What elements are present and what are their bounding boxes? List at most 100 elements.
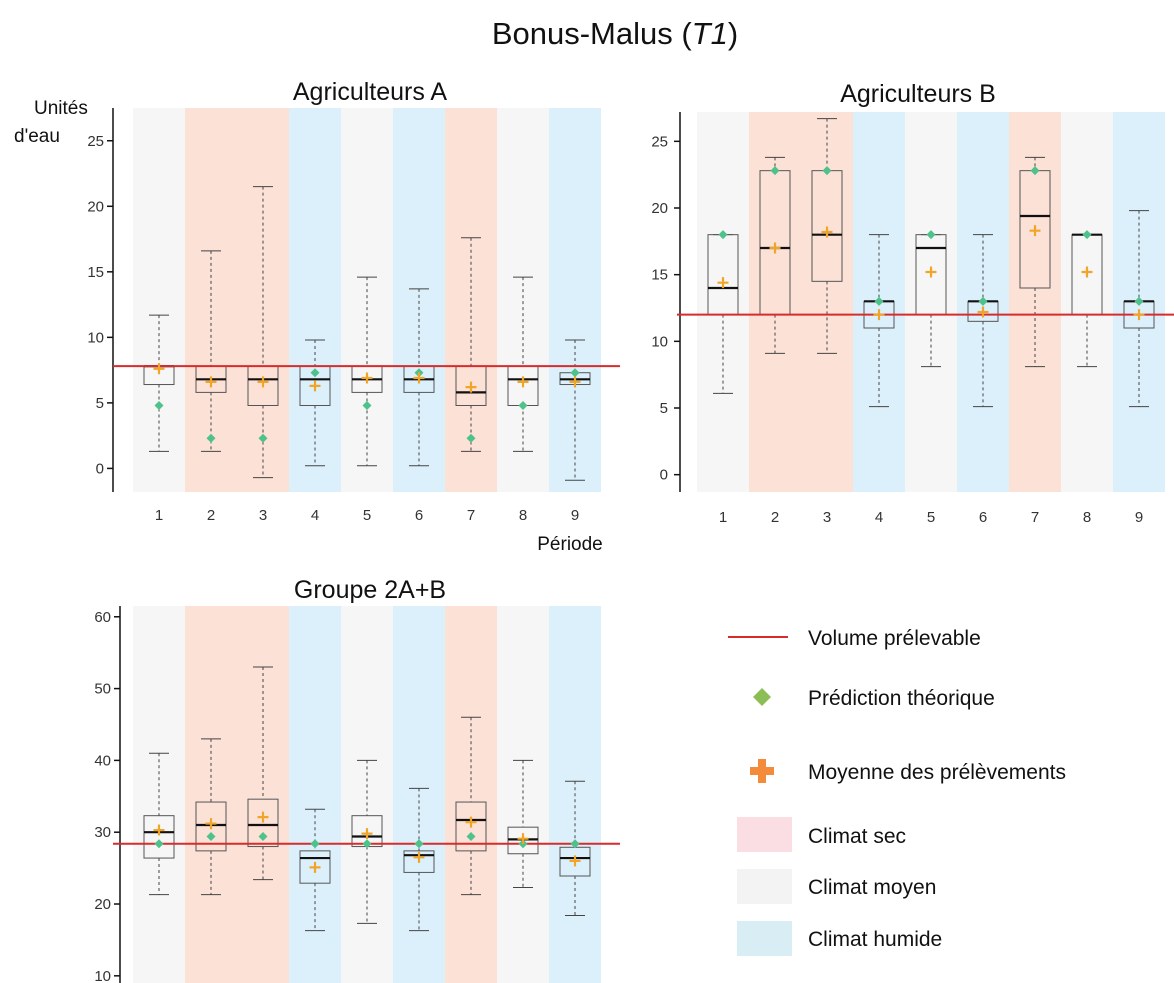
prediction-marker — [570, 368, 580, 378]
climate-band-mean — [697, 112, 749, 492]
mean-marker — [153, 824, 165, 836]
x-tick-label: 5 — [927, 509, 935, 526]
mean-marker — [1029, 225, 1041, 237]
y-tick-label: 20 — [87, 198, 104, 215]
box-iqr — [455, 801, 487, 852]
panel-title-group: Groupe 2A+B — [294, 576, 446, 604]
x-tick-label: 1 — [719, 509, 727, 526]
prediction-marker — [1030, 166, 1040, 176]
y-tick-label: 20 — [94, 896, 111, 913]
prediction-marker — [362, 839, 372, 849]
mean-marker — [361, 372, 373, 384]
prediction-marker — [154, 401, 164, 411]
prediction-marker — [770, 166, 780, 176]
y-tick-label: 25 — [651, 133, 668, 150]
climate-band-wet — [289, 108, 341, 492]
climate-band-mean — [341, 606, 393, 983]
mean-marker — [517, 376, 529, 388]
prediction-marker — [414, 839, 424, 849]
panel-agriculteurs-a: 0 5 10 15 20 25 1 2 3 4 5 6 7 8 9 — [87, 108, 620, 524]
prediction-marker — [926, 230, 936, 240]
panel-groupe-2a-b: 10 20 30 40 50 60 — [94, 606, 620, 983]
mean-marker — [413, 372, 425, 384]
mean-marker — [465, 816, 477, 828]
panel-title-b: Agriculteurs B — [840, 80, 996, 108]
prediction-marker — [822, 166, 832, 176]
panel-agriculteurs-b: 0 5 10 15 20 25 1 2 3 4 5 6 7 8 9 — [651, 112, 1174, 526]
prediction-marker — [258, 433, 268, 443]
x-tick-label: 8 — [519, 507, 527, 524]
y-tick-label: 50 — [94, 681, 111, 698]
mean-marker — [361, 828, 373, 840]
climate-band-dry — [445, 606, 497, 983]
prediction-marker — [466, 832, 476, 842]
mean-marker — [309, 380, 321, 392]
x-tick-label: 9 — [571, 507, 579, 524]
climate-band-mean — [1061, 112, 1113, 492]
legend-volume-label: Volume prélevable — [808, 627, 981, 650]
x-tick-label: 6 — [979, 509, 987, 526]
box-iqr — [195, 801, 227, 852]
climate-band-mean — [341, 108, 393, 492]
x-tick-label: 3 — [823, 509, 831, 526]
mean-marker — [717, 277, 729, 289]
prediction-marker — [362, 401, 372, 411]
climate-band-dry — [237, 108, 289, 492]
mean-marker — [769, 242, 781, 254]
x-tick-label: 7 — [1031, 509, 1039, 526]
legend-average-label: Climat moyen — [808, 876, 936, 899]
prediction-marker — [310, 839, 320, 849]
box-iqr — [247, 798, 279, 848]
x-tick-label: 3 — [259, 507, 267, 524]
box-iqr — [299, 850, 331, 884]
x-tick-label: 7 — [467, 507, 475, 524]
climate-band-mean — [133, 606, 185, 983]
legend-diamond-icon — [753, 688, 771, 706]
mean-marker — [1081, 266, 1093, 278]
box-iqr — [403, 850, 435, 873]
prediction-marker — [466, 433, 476, 443]
prediction-marker — [518, 401, 528, 411]
mean-marker — [569, 855, 581, 867]
mean-marker — [925, 266, 937, 278]
climate-band-mean — [905, 112, 957, 492]
mean-marker — [257, 811, 269, 823]
y-tick-label: 15 — [87, 264, 104, 281]
x-axis-label: Période — [537, 534, 603, 555]
climate-band-wet — [393, 108, 445, 492]
prediction-marker — [1082, 230, 1092, 240]
mean-marker — [569, 376, 581, 388]
legend-plus-icon — [750, 759, 774, 783]
mean-marker — [465, 381, 477, 393]
legend-dry-swatch — [737, 817, 792, 852]
y-tick-label: 5 — [660, 400, 668, 417]
prediction-marker — [310, 368, 320, 378]
climate-band-mean — [497, 606, 549, 983]
mean-marker — [205, 376, 217, 388]
climate-band-dry — [749, 112, 801, 492]
mean-marker — [413, 851, 425, 863]
x-tick-label: 2 — [771, 509, 779, 526]
y-axis-label-line1: Unités — [34, 98, 88, 119]
y-tick-label: 10 — [94, 968, 111, 983]
y-tick-label: 10 — [651, 333, 668, 350]
prediction-marker — [570, 839, 580, 849]
mean-marker — [153, 363, 165, 375]
box-iqr — [143, 815, 175, 859]
x-tick-label: 1 — [155, 507, 163, 524]
legend-wet-swatch — [737, 921, 792, 956]
y-tick-label: 15 — [651, 267, 668, 284]
x-tick-label: 5 — [363, 507, 371, 524]
x-tick-label: 8 — [1083, 509, 1091, 526]
x-tick-label: 9 — [1135, 509, 1143, 526]
mean-marker — [821, 226, 833, 238]
mean-marker — [309, 861, 321, 873]
mean-marker — [873, 309, 885, 321]
x-tick-label: 6 — [415, 507, 423, 524]
legend-prediction-label: Prédiction théorique — [808, 687, 995, 710]
x-tick-label: 4 — [875, 509, 883, 526]
y-tick-label: 10 — [87, 329, 104, 346]
mean-marker — [1133, 309, 1145, 321]
prediction-marker — [874, 296, 884, 306]
prediction-marker — [206, 832, 216, 842]
